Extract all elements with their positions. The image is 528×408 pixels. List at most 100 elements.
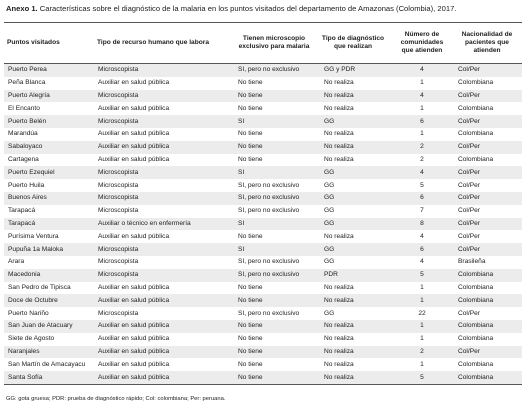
footnote: GG: gota gruesa; PDR: prueba de diagnóst…	[6, 396, 226, 402]
table-cell: No tiene	[234, 89, 314, 103]
table-cell: 2	[392, 140, 452, 154]
table-row: El Encanto Auxiliar en salud pública No ti…	[4, 102, 522, 115]
table-cell: Auxiliar en salud pública	[94, 319, 234, 333]
table-cell: No tiene	[234, 371, 314, 385]
table-cell: No realiza	[314, 294, 392, 308]
table-row: Marandúa Auxiliar en salud pública No tien…	[4, 128, 522, 141]
table-cell: Col/Per	[458, 309, 480, 317]
table-cell: No realiza	[324, 335, 354, 343]
column-header: Puntos visitados	[4, 22, 94, 64]
table-cell: No realiza	[314, 319, 392, 333]
table-cell: 1	[420, 130, 424, 138]
table-cell: No tiene	[238, 130, 263, 138]
table-cell: Auxiliar en salud pública	[94, 294, 234, 308]
table-row: Doce de Octubre Auxiliar en salud pública…	[4, 294, 522, 308]
column-header: Tipo de recurso humano que labora	[94, 22, 234, 64]
table-cell: Col/Per	[452, 115, 522, 128]
table-cell: GG	[314, 115, 392, 128]
table-cell: Macedonia	[4, 268, 94, 282]
table-cell: GG	[314, 243, 392, 256]
table-cell: Auxiliar en salud pública	[98, 155, 170, 163]
table-cell: GG	[324, 181, 335, 189]
header-row: Puntos visitados Tipo de recurso humano q…	[4, 22, 522, 64]
table-cell: Brasileña	[458, 258, 486, 266]
table-row: San Martín de Amacayacu Auxiliar en salud…	[4, 358, 522, 371]
table-cell: No tiene	[234, 319, 314, 333]
table-cell: SI	[234, 243, 314, 256]
table-cell: 2	[392, 345, 452, 359]
table-cell: Microscopista	[94, 166, 234, 180]
table-cell: GG	[324, 309, 335, 317]
title-text: Características sobre el diagnóstico de …	[39, 4, 457, 13]
table-cell: No tiene	[238, 360, 263, 368]
table-cell: Col/Per	[458, 207, 480, 215]
table-cell: Puerto Huila	[8, 181, 45, 189]
data-table: Puntos visitados Tipo de recurso humano q…	[4, 22, 522, 385]
table-cell: Auxiliar en salud pública	[98, 104, 170, 112]
table-cell: Col/Per	[452, 191, 522, 205]
table-row: San Juan de Atacuary Auxiliar en salud pú…	[4, 319, 522, 333]
table-cell: GG	[314, 217, 392, 231]
table-cell: Colombiana	[458, 79, 494, 87]
table-cell: 5	[392, 268, 452, 282]
table-cell: Col/Per	[452, 140, 522, 154]
table-cell: 1	[392, 294, 452, 308]
table-cell: Microscopista	[94, 115, 234, 128]
table-cell: No tiene	[238, 155, 263, 163]
table-cell: 4	[392, 166, 452, 180]
table-row: Puerto Alegría Microscopista No tiene No re…	[4, 89, 522, 103]
table-cell: 4	[420, 258, 424, 266]
table-cell: Auxiliar en salud pública	[98, 360, 170, 368]
table-cell: Auxiliar en salud pública	[94, 345, 234, 359]
table-cell: No tiene	[238, 283, 263, 291]
table-cell: Auxiliar en salud pública	[98, 335, 170, 343]
table-cell: Colombiana	[452, 294, 522, 308]
column-header: Tipo de diagnóstico que realizan	[314, 22, 392, 64]
table-cell: No tiene	[234, 345, 314, 359]
table-cell: GG	[324, 207, 335, 215]
table-cell: Auxiliar en salud pública	[94, 371, 234, 385]
table-cell: 4	[420, 232, 424, 240]
table-cell: SI	[234, 166, 314, 180]
table-cell: 5	[392, 371, 452, 385]
table-cell: Col/Per	[452, 217, 522, 231]
table-cell: 22	[418, 309, 426, 317]
table-cell: El Encanto	[8, 104, 40, 112]
table-cell: No realiza	[324, 360, 354, 368]
table-cell: 1	[420, 283, 424, 291]
table-cell: SI, pero no exclusivo	[238, 258, 300, 266]
table-cell: SI, pero no exclusivo	[234, 63, 314, 77]
table-cell: SI	[234, 115, 314, 128]
column-header: Tienen microscopio exclusivo para malari…	[234, 22, 314, 64]
table-cell: Colombiana	[458, 360, 494, 368]
table-cell: Microscopista	[94, 243, 234, 256]
table-cell: GG	[314, 166, 392, 180]
table-row: Tarapacá Auxiliar o técnico en enfermería…	[4, 217, 522, 231]
table-cell: Marandúa	[8, 130, 38, 138]
table-cell: Peña Blanca	[8, 79, 46, 87]
table-cell: Auxiliar en salud pública	[98, 283, 170, 291]
table-cell: SI, pero no exclusivo	[238, 181, 300, 189]
table-cell: 1	[420, 79, 424, 87]
table-cell: No tiene	[238, 104, 263, 112]
table-cell: GG y PDR	[314, 63, 392, 77]
table-cell: 1	[420, 360, 424, 368]
table-cell: Siete de Agosto	[8, 335, 55, 343]
table-cell: GG	[314, 191, 392, 205]
table-cell: Microscopista	[94, 89, 234, 103]
table-cell: GG	[324, 258, 335, 266]
table-row: Sabaloyaco Auxiliar en salud pública No ti…	[4, 140, 522, 154]
table-cell: No realiza	[324, 232, 354, 240]
table-cell: No realiza	[324, 283, 354, 291]
table-cell: SI, pero no exclusivo	[234, 268, 314, 282]
table-cell: Auxiliar en salud pública	[98, 232, 170, 240]
table-cell: San Pedro de Tipisca	[8, 283, 71, 291]
table-cell: Col/Per	[452, 243, 522, 256]
table-cell: No realiza	[324, 155, 354, 163]
table-cell: San Juan de Atacuary	[4, 319, 94, 333]
table-row: Macedonia Microscopista SI, pero no exclus…	[4, 268, 522, 282]
table-cell: 6	[392, 191, 452, 205]
table-cell: No tiene	[238, 79, 263, 87]
table-cell: 1	[392, 319, 452, 333]
